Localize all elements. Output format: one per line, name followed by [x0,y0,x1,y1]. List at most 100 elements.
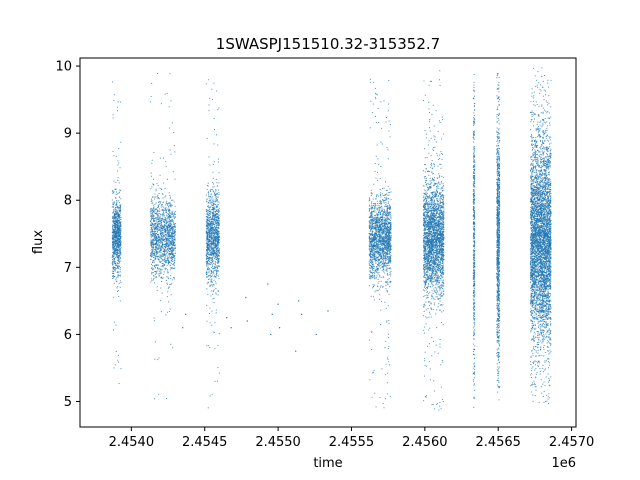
data-point [380,258,382,260]
data-point [388,212,390,214]
data-point [151,246,153,248]
data-point [216,250,218,252]
data-point [159,217,161,219]
data-point [173,264,175,266]
data-point [214,246,216,248]
data-point [113,247,115,249]
data-point [168,208,170,210]
data-point [378,229,380,231]
data-point [216,213,218,215]
data-point [369,379,371,381]
data-point [112,246,114,248]
data-point [169,248,171,250]
data-point [212,246,214,248]
data-point [171,250,173,252]
data-point [115,250,117,251]
data-point [113,259,115,261]
data-point [215,238,217,240]
data-point [373,257,375,259]
data-point [117,229,119,231]
data-point [208,233,210,235]
data-point [167,226,169,228]
data-point [172,260,174,262]
data-point [113,180,115,182]
data-point [174,244,176,246]
data-point [116,204,118,206]
data-point [114,229,116,231]
data-point [158,216,160,218]
data-point [157,225,159,227]
data-point [120,221,122,223]
data-point [112,255,114,257]
data-point [389,207,391,209]
data-point [119,224,121,226]
data-point [389,251,391,253]
data-point [165,208,167,210]
data-point [378,250,380,252]
data-point [167,222,169,224]
data-point [152,183,154,185]
data-point [171,239,173,241]
data-point [165,209,167,211]
data-point [374,242,376,244]
data-point [207,268,209,270]
data-point [380,280,382,282]
data-point [152,259,154,261]
data-point [169,196,171,198]
data-point [383,258,385,260]
data-point [171,247,173,249]
data-point [160,255,162,257]
data-point [113,190,115,192]
data-point [372,220,374,222]
data-point [374,231,376,233]
data-point [382,251,384,253]
data-point [117,244,119,246]
data-point [120,248,121,250]
data-point [212,177,214,179]
data-point [120,236,122,238]
data-point [158,228,160,230]
data-point [116,226,118,228]
data-point [209,230,211,232]
data-point [116,253,118,255]
data-point [168,213,170,215]
data-point [115,220,117,222]
data-point [115,188,117,190]
data-point [153,217,155,219]
data-point [211,261,213,263]
data-point [159,273,161,275]
data-point [167,243,169,245]
data-point [173,145,175,147]
data-point [117,214,119,216]
data-point [381,226,383,228]
data-point [215,226,217,228]
data-point [210,219,212,221]
data-point [168,229,170,231]
data-point [214,225,216,227]
data-point [155,217,157,219]
data-point [116,244,118,246]
data-point [152,208,154,210]
data-point [115,228,117,230]
data-point [210,222,212,223]
data-point [372,243,374,245]
data-point [211,241,213,243]
data-point [216,236,218,238]
data-point [211,238,213,240]
data-point [114,260,116,262]
data-point [371,230,373,232]
data-point [381,263,383,265]
data-point [151,159,153,161]
data-point [210,233,212,235]
data-point [208,236,210,238]
data-point [373,274,375,276]
data-point [208,194,210,196]
data-point [169,261,171,263]
data-point [368,210,370,212]
data-point [115,248,116,250]
data-point [206,264,208,266]
data-point [151,82,153,84]
data-point [381,246,383,248]
data-point [387,305,389,307]
data-point [150,258,152,260]
